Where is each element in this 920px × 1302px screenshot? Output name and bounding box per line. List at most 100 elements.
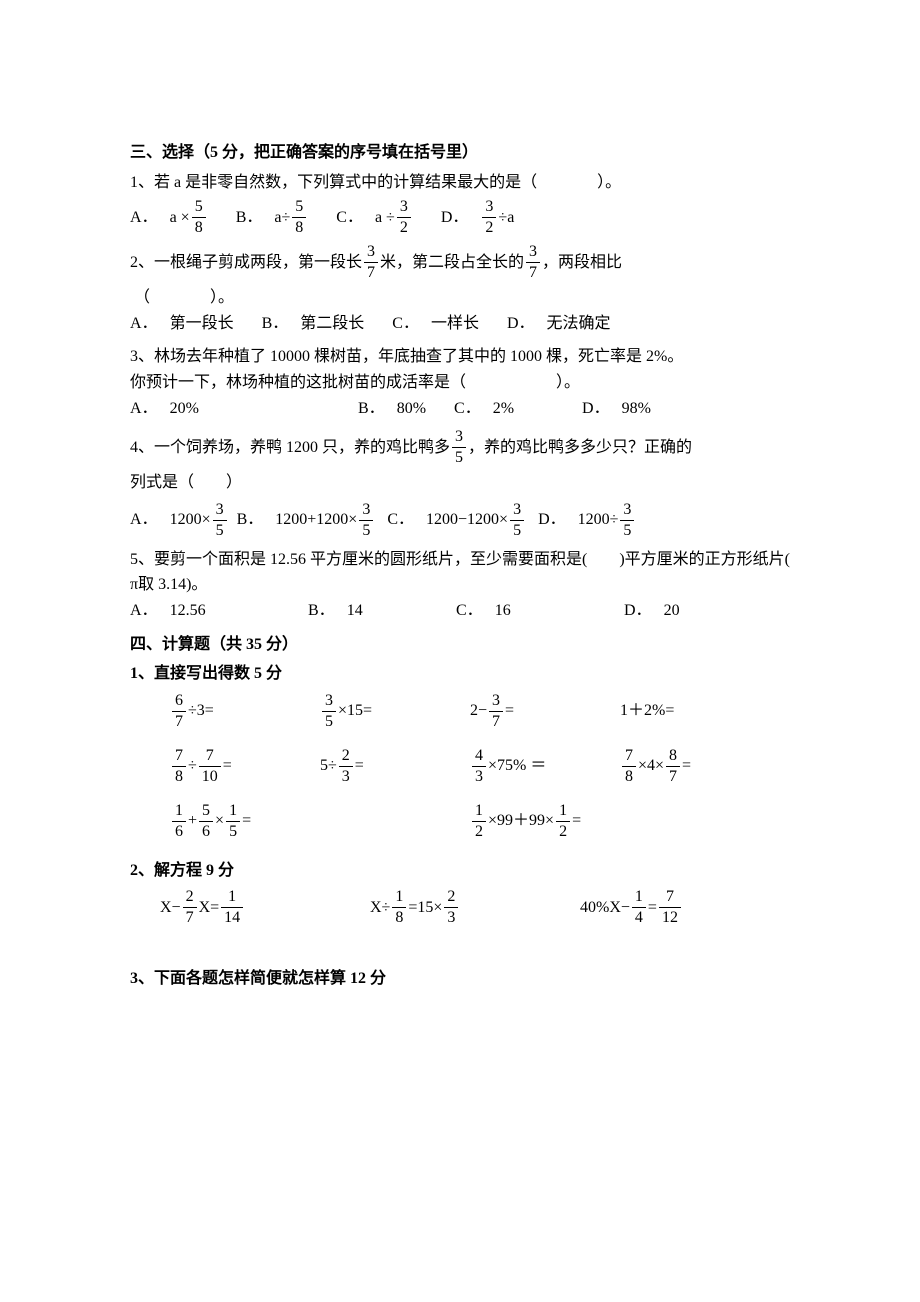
opt-text: 80% <box>397 396 426 422</box>
post: ×75% ＝ <box>488 753 546 779</box>
q3-opt-a: A．20% <box>130 396 330 422</box>
opt-text: 98% <box>622 396 651 422</box>
calc-r1c4: 1＋2%= <box>620 693 770 730</box>
den: 7 <box>172 711 186 730</box>
post: ÷3= <box>188 698 214 724</box>
fraction: 12 <box>472 803 486 840</box>
num: 3 <box>452 429 466 447</box>
num: 3 <box>526 244 540 262</box>
calc-r2c4: 78×4×87= <box>620 748 770 785</box>
post: = <box>682 753 691 779</box>
pre: 40%X− <box>580 895 630 921</box>
pre: X− <box>160 895 181 921</box>
calc-row2: 78÷710= 5÷23= 43×75% ＝ 78×4×87= <box>170 748 790 785</box>
den: 5 <box>620 520 634 539</box>
num: 3 <box>489 693 503 711</box>
den: 8 <box>172 766 186 785</box>
den: 5 <box>359 520 373 539</box>
q1b-pre: a÷ <box>274 205 290 231</box>
q4-text: 4、一个饲养场，养鸭 1200 只，养的鸡比鸭多 35 ，养的鸡比鸭多多少只？正… <box>130 429 790 466</box>
num: 3 <box>364 244 378 262</box>
post: ×15= <box>338 698 372 724</box>
q2-options: A．第一段长 B．第二段长 C．一样长 D．无法确定 <box>130 311 790 337</box>
num: 1 <box>632 889 646 907</box>
q3: 3、林场去年种植了 10000 棵树苗，年底抽查了其中的 1000 棵，死亡率是… <box>130 344 790 421</box>
calc-r2c2: 5÷23= <box>320 748 470 785</box>
opt-label: B． <box>262 311 289 337</box>
fraction: 27 <box>183 889 197 926</box>
fraction: 56 <box>199 803 213 840</box>
num: 4 <box>472 748 486 766</box>
fraction: 15 <box>226 803 240 840</box>
q3-line1: 3、林场去年种植了 10000 棵树苗，年底抽查了其中的 1000 棵，死亡率是… <box>130 344 790 370</box>
calc-r1c1: 67÷3= <box>170 693 320 730</box>
num: 3 <box>213 502 227 520</box>
q3-line2: 你预计一下，林场种植的这批树苗的成活率是（）。 <box>130 370 790 396</box>
opt-label: C． <box>454 396 481 422</box>
eq1: X−27X=114 <box>160 889 370 926</box>
eq-row: X−27X=114 X÷18=15×23 40%X−14=712 <box>160 889 790 926</box>
q2-opt-b: B． 第二段长 <box>262 311 365 337</box>
q4-t1: 4、一个饲养场，养鸭 1200 只，养的鸡比鸭多 <box>130 435 450 461</box>
q3-opt-d: D．98% <box>582 396 651 422</box>
den: 8 <box>622 766 636 785</box>
fraction: 16 <box>172 803 186 840</box>
den: 12 <box>659 907 681 926</box>
den: 5 <box>510 520 524 539</box>
num: 5 <box>292 199 306 217</box>
den: 8 <box>292 217 306 236</box>
q1-opt-d: D． 32 ÷a <box>441 199 514 236</box>
calc-r3c2: 12×99＋99×12= <box>470 803 670 840</box>
opt-text: 无法确定 <box>547 311 611 337</box>
q1-options: A． a × 58 B． a÷ 58 C． a ÷ 32 D． 32 ÷a <box>130 199 790 236</box>
q5-opt-b: B．14 <box>308 598 428 624</box>
opt-text: 第二段长 <box>300 311 364 337</box>
fraction: 58 <box>192 199 206 236</box>
num: 7 <box>622 748 636 766</box>
post: = <box>223 753 232 779</box>
calc-r3c1: 16+56×15= <box>170 803 470 840</box>
opt-label: A． <box>130 396 158 422</box>
q2: 2、一根绳子剪成两段，第一段长 37 米，第二段占全长的 37 ，两段相比 （）… <box>130 244 790 336</box>
q1d-post: ÷a <box>498 205 514 231</box>
q1-stem-end: ）。 <box>597 174 621 191</box>
q1: 1、若 a 是非零自然数，下列算式中的计算结果最大的是（ ）。 A． a × 58… <box>130 170 790 237</box>
num: 7 <box>663 889 677 907</box>
num: 2 <box>339 748 353 766</box>
q2-opt-a: A．第一段长 <box>130 311 234 337</box>
den: 8 <box>192 217 206 236</box>
fraction: 114 <box>221 889 243 926</box>
num: 3 <box>397 199 411 217</box>
num: 1 <box>472 803 486 821</box>
opt-label: B． <box>237 507 264 533</box>
opt-label: C． <box>456 598 483 624</box>
calc-r2c1: 78÷710= <box>170 748 320 785</box>
q2-bracket: （）。 <box>130 285 790 311</box>
pre: X÷ <box>370 895 390 921</box>
opt-label-b: B． <box>236 205 263 231</box>
q5-opt-d: D．20 <box>624 598 680 624</box>
opt-label: A． <box>130 507 158 533</box>
q4-options: A．1200×35 B．1200+1200×35 C．1200−1200×35 … <box>130 502 790 539</box>
fraction: 78 <box>172 748 186 785</box>
q1-opt-c: C． a ÷ 32 <box>336 199 413 236</box>
q4-t2: ，养的鸡比鸭多多少只？正确的 <box>468 435 692 461</box>
fraction: 35 <box>359 502 373 539</box>
q3-l2e: ）。 <box>556 374 580 391</box>
q2-t2: 米，第二段占全长的 <box>380 250 524 276</box>
q2-text: 2、一根绳子剪成两段，第一段长 37 米，第二段占全长的 37 ，两段相比 <box>130 244 790 281</box>
den: 6 <box>172 821 186 840</box>
den: 2 <box>397 217 411 236</box>
opt-label: D． <box>624 598 652 624</box>
eq-grid: X−27X=114 X÷18=15×23 40%X−14=712 <box>130 889 790 926</box>
fraction: 43 <box>472 748 486 785</box>
mid: ÷ <box>188 753 197 779</box>
fraction: 67 <box>172 693 186 730</box>
num: 5 <box>192 199 206 217</box>
q4-t3: 列式是（ ） <box>130 470 790 496</box>
num: 1 <box>225 889 239 907</box>
num: 3 <box>359 502 373 520</box>
mid: ×4× <box>638 753 664 779</box>
q4d-pre: 1200÷ <box>578 507 619 533</box>
q1-stem: 1、若 a 是非零自然数，下列算式中的计算结果最大的是（ <box>130 174 537 191</box>
